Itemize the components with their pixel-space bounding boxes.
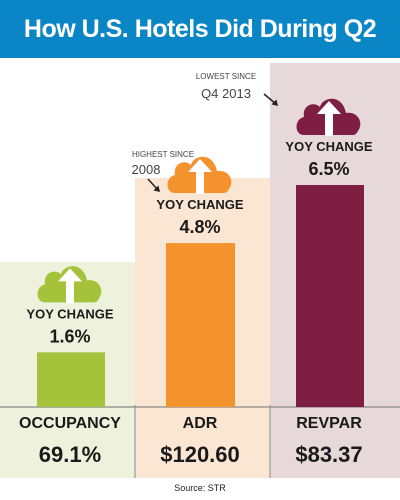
revpar-category-label: REVPAR: [296, 415, 362, 432]
occupancy-metric-value: 69.1%: [39, 442, 101, 467]
chart-title: How U.S. Hotels Did During Q2: [23, 15, 377, 43]
adr-category-label: ADR: [183, 415, 218, 432]
cloud-up-arrow-icon: [167, 156, 232, 195]
cloud-up-arrow-icon: [296, 98, 361, 136]
adr-bar: [166, 243, 235, 407]
revpar-annotation-line-2: Q4 2013: [201, 86, 251, 101]
revpar-annotation-line-1: LOWEST SINCE: [196, 72, 256, 81]
revpar-caption: YOY CHANGE: [285, 139, 372, 154]
source-note: Source: STR: [174, 483, 226, 493]
occupancy-category-label: OCCUPANCY: [19, 415, 121, 432]
adr-caption: YOY CHANGE: [156, 197, 243, 212]
adr-value-label: 4.8%: [179, 217, 220, 237]
cloud-up-arrow-icon: [37, 266, 102, 304]
adr-metric-value: $120.60: [160, 442, 240, 467]
revpar-annotation-arrowhead: [271, 99, 279, 107]
revpar-bar: [296, 185, 364, 407]
occupancy-value-label: 1.6%: [49, 326, 90, 346]
occupancy-bar: [37, 352, 105, 407]
adr-annotation-line-2: 2008: [132, 162, 161, 177]
occupancy-caption: YOY CHANGE: [26, 306, 113, 321]
adr-annotation-arrowhead: [153, 185, 161, 193]
header-bar: How U.S. Hotels Did During Q2: [0, 0, 400, 58]
revpar-metric-value: $83.37: [295, 442, 362, 467]
adr-annotation-line-1: HIGHEST SINCE: [132, 150, 194, 159]
revpar-value-label: 6.5%: [308, 159, 349, 179]
